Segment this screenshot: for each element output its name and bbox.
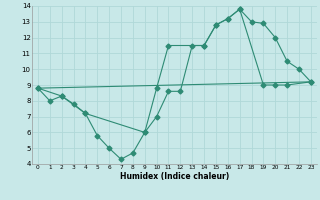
X-axis label: Humidex (Indice chaleur): Humidex (Indice chaleur) (120, 172, 229, 181)
